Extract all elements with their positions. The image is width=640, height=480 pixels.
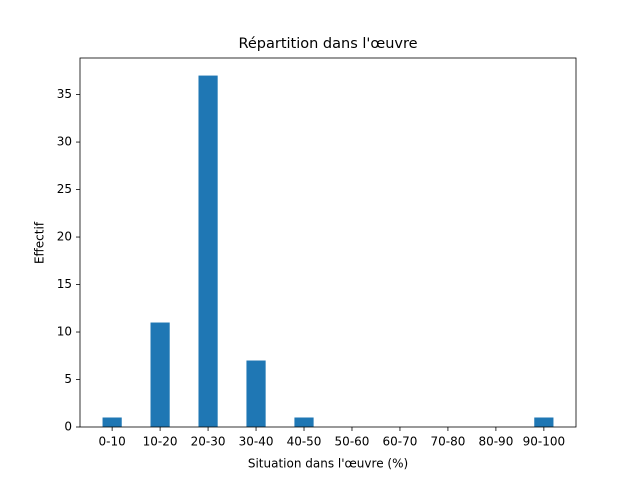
x-tick-label: 0-10 [99,435,126,449]
y-tick-label: 10 [57,325,72,339]
y-tick-label: 35 [57,87,72,101]
y-axis-label: Effectif [33,221,47,264]
x-axis-label: Situation dans l'œuvre (%) [248,457,408,471]
plot-frame [79,57,577,428]
chart-title: Répartition dans l'œuvre [238,36,417,52]
bar [150,322,170,427]
y-tick-label: 20 [57,230,72,244]
bar [102,417,122,427]
y-tick-label: 15 [57,277,72,291]
bar [294,417,314,427]
bar [534,417,554,427]
y-tick-label: 25 [57,182,72,196]
bar [246,360,266,427]
x-tick-label: 80-90 [478,435,513,449]
y-tick-label: 30 [57,135,72,149]
x-tick-label: 90-100 [523,435,566,449]
y-tick-label: 0 [64,420,72,434]
x-tick-label: 40-50 [287,435,322,449]
x-tick-label: 30-40 [239,435,274,449]
x-tick-label: 60-70 [383,435,418,449]
bar [198,75,218,428]
x-tick-label: 20-30 [191,435,226,449]
x-tick-label: 10-20 [143,435,178,449]
y-tick-label: 5 [64,372,72,386]
x-tick-label: 70-80 [430,435,465,449]
x-tick-label: 50-60 [335,435,370,449]
